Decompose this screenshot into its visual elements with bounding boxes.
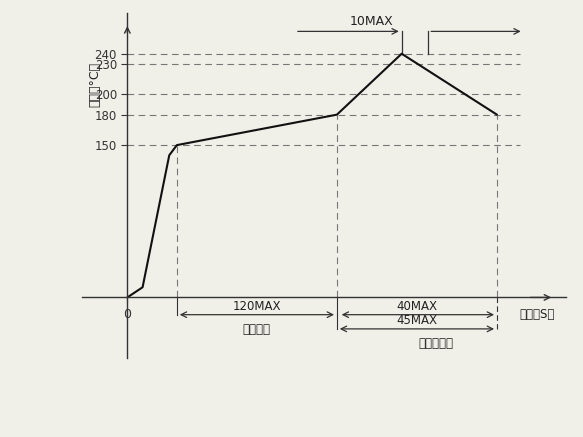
Text: 40MAX: 40MAX (396, 300, 437, 312)
Text: 時間（S）: 時間（S） (520, 308, 555, 321)
Text: 予熱時間: 予熱時間 (243, 323, 271, 336)
Text: 半田付時間: 半田付時間 (419, 337, 454, 350)
Text: 10MAX: 10MAX (349, 15, 393, 28)
Text: 120MAX: 120MAX (233, 300, 281, 312)
Text: 温度（°C）: 温度（°C） (89, 62, 101, 107)
Text: 45MAX: 45MAX (396, 314, 437, 327)
